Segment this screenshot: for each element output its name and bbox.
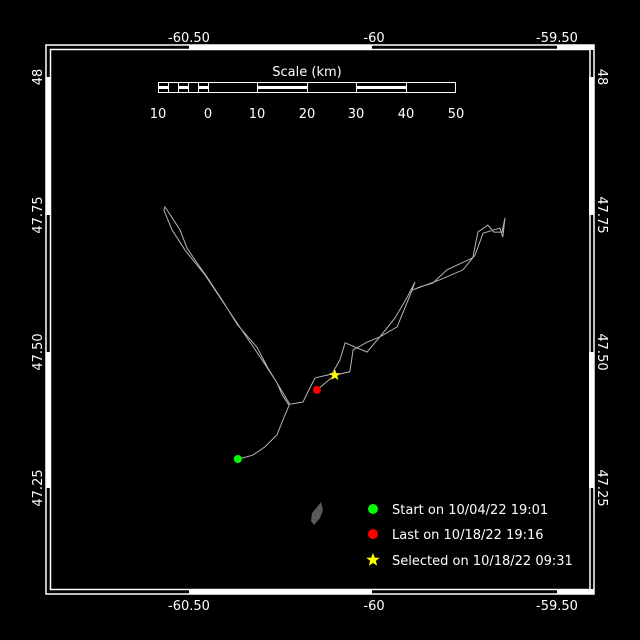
scale-bar-label: 30: [348, 107, 365, 122]
frame-segment: [589, 352, 594, 488]
lon-label-top: -60: [363, 31, 384, 46]
lat-label-left: 47.75: [31, 196, 46, 233]
scale-bar-label: 20: [299, 107, 316, 122]
scale-bar-label: 10: [249, 107, 266, 122]
frame-segment: [557, 45, 594, 50]
legend-start-icon: [368, 504, 378, 514]
legend-start-label: Start on 10/04/22 19:01: [392, 503, 548, 518]
scale-bar-label: 40: [398, 107, 415, 122]
lat-label-left: 47.50: [31, 333, 46, 370]
legend-last-label: Last on 10/18/22 19:16: [392, 528, 544, 543]
frame-segment: [46, 352, 51, 488]
lat-label-right: 47.75: [594, 196, 609, 233]
scale-bar: Scale (km) 10 0 10 20 30 40 50: [150, 65, 465, 122]
scale-bar-fills: [158, 86, 406, 89]
legend-selected-label: Selected on 10/18/22 09:31: [392, 554, 573, 569]
legend-last-icon: [368, 529, 378, 539]
lon-label-bottom: -60: [363, 599, 384, 614]
lat-label-right: 47.50: [594, 333, 609, 370]
lat-label-left: 48: [31, 69, 46, 86]
frame-segment: [189, 45, 372, 50]
scale-bar-segment: [257, 86, 307, 89]
scale-bar-title: Scale (km): [272, 65, 341, 80]
scale-bar-segment: [158, 86, 168, 89]
lat-label-right: 47.25: [594, 469, 609, 506]
lon-label-bottom: -59.50: [536, 599, 578, 614]
island-landmass: [311, 502, 323, 525]
lon-label-top: -59.50: [536, 31, 578, 46]
lat-label-right: 48: [594, 69, 609, 86]
legend-selected-star-icon: [366, 553, 380, 566]
frame-segment: [557, 589, 594, 594]
frame-segment: [589, 77, 594, 215]
scale-bar-segment: [356, 86, 406, 89]
frame-segment: [189, 589, 372, 594]
track-line: [163, 205, 506, 460]
scale-bar-label: 0: [204, 107, 212, 122]
scale-bar-segment: [198, 86, 208, 89]
lon-label-bottom: -60.50: [168, 599, 210, 614]
last-marker[interactable]: [312, 385, 321, 394]
frame-segment: [46, 77, 51, 215]
selected-star-marker[interactable]: [329, 369, 341, 380]
lon-label-top: -60.50: [168, 31, 210, 46]
start-marker[interactable]: [233, 454, 242, 463]
scale-bar-label: 50: [448, 107, 465, 122]
lat-label-left: 47.25: [31, 469, 46, 506]
scale-bar-dividers: [168, 82, 407, 93]
scale-bar-segment: [178, 86, 188, 89]
frame-fill-segments: [46, 45, 594, 594]
legend: Start on 10/04/22 19:01 Last on 10/18/22…: [366, 503, 573, 569]
scale-bar-label: 10: [150, 107, 167, 122]
